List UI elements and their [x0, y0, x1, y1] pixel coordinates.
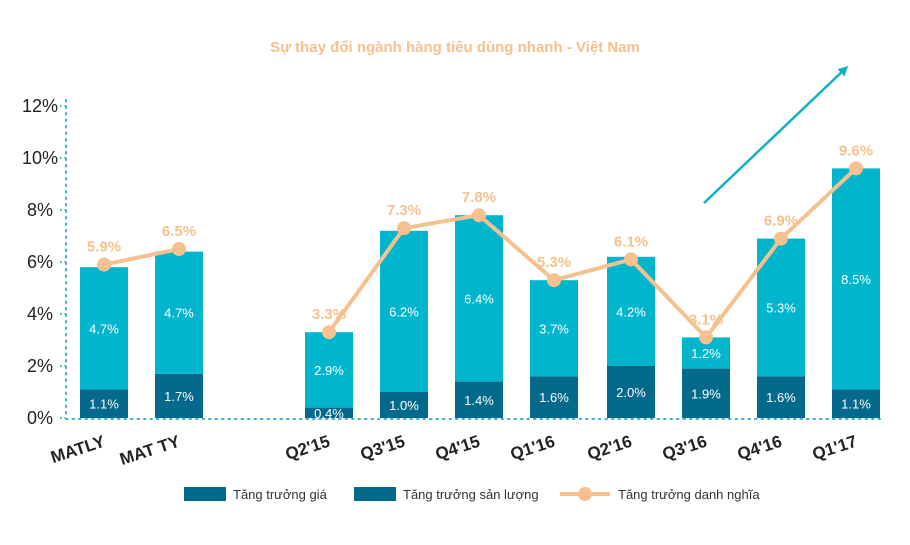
volume-label: 1.7% [164, 389, 194, 404]
price-label: 4.7% [164, 306, 194, 321]
bar-price [80, 267, 128, 390]
bar-volume [155, 373, 203, 418]
volume-label: 1.1% [89, 397, 119, 412]
nominal-line-annual [103, 247, 180, 267]
nominal-line [97, 161, 863, 345]
price-label: 8.5% [841, 272, 871, 287]
bar-price [530, 280, 578, 377]
bar-volume [455, 381, 503, 418]
price-label: 6.4% [464, 291, 494, 306]
x-tick-labels: MATLY MAT TY Q2'15 Q3'15 Q4'15 Q1'16 Q2'16 Q3'1… [48, 432, 859, 469]
nominal-point [397, 221, 411, 236]
bars [80, 168, 880, 418]
volume-label: 1.4% [464, 393, 494, 408]
nominal-label: 3.1% [689, 311, 723, 328]
bar-price [305, 332, 353, 408]
volume-label: 1.6% [539, 390, 569, 405]
legend-marker-nominal [578, 487, 592, 501]
chart-title: Sự thay đổi ngành hàng tiêu dùng nhanh -… [270, 39, 640, 56]
price-label: 5.3% [766, 301, 796, 316]
legend-swatch-price [184, 487, 226, 501]
legend-swatch-volume [354, 487, 396, 501]
legend-label-price: Tăng trưởng giá [233, 487, 328, 502]
x-tick-label: Q3'15 [358, 432, 407, 464]
axes: 0% 2% 4% 6% 8% 10% 12% [22, 96, 881, 428]
legend-label-nominal: Tăng trưởng danh nghĩa [618, 487, 760, 502]
data-labels: 1.1% 4.7% 1.7% 4.7% 0.4% 2.9% 1.0% 6.2% 1.4% 6.4%… [87, 142, 873, 420]
nominal-point [472, 208, 486, 223]
bar-price [380, 230, 428, 392]
volume-label: 1.9% [691, 386, 721, 401]
price-label: 1.2% [691, 346, 721, 361]
volume-label: 1.0% [389, 398, 419, 413]
bar-volume [530, 376, 578, 418]
price-label: 2.9% [314, 363, 344, 378]
x-tick-label: Q2'15 [283, 432, 332, 464]
price-label: 4.7% [89, 321, 119, 336]
nominal-label: 9.6% [839, 142, 873, 159]
bar-price [155, 251, 203, 374]
bar-price [455, 215, 503, 382]
nominal-point [624, 252, 638, 267]
x-tick-label: Q4'15 [433, 432, 482, 464]
nominal-point [322, 325, 336, 340]
nominal-label: 7.8% [462, 189, 496, 206]
nominal-label: 6.5% [162, 223, 196, 240]
nominal-point [699, 330, 713, 345]
nominal-point [97, 257, 111, 272]
legend: Tăng trưởng giá Tăng trưởng sản lượng Tăng… [184, 487, 760, 502]
bar-volume [832, 389, 880, 418]
volume-label: 1.1% [841, 397, 871, 412]
bar-volume [380, 392, 428, 418]
bar-volume [80, 389, 128, 418]
nominal-label: 7.3% [387, 202, 421, 219]
price-label: 4.2% [616, 304, 646, 319]
nominal-label: 6.9% [764, 213, 798, 230]
y-tick-label: 4% [27, 304, 53, 324]
price-label: 6.2% [389, 304, 419, 319]
volume-label: 2.0% [616, 385, 646, 400]
nominal-label: 3.3% [312, 306, 346, 323]
nominal-label: 5.9% [87, 239, 121, 256]
bar-volume [757, 376, 805, 418]
nominal-point [849, 161, 863, 176]
nominal-point [774, 231, 788, 246]
legend-label-volume: Tăng trưởng sản lượng [403, 487, 539, 502]
y-tick-label: 2% [27, 356, 53, 376]
y-tick-label: 8% [27, 200, 53, 220]
bar-volume [305, 407, 353, 418]
y-tick-label: 10% [22, 148, 58, 168]
trend-arrow-line [703, 65, 849, 204]
bar-price [832, 168, 880, 390]
x-tick-label: Q1'17 [810, 432, 859, 464]
bar-volume [607, 366, 655, 418]
x-tick-label: MAT TY [117, 432, 182, 469]
y-tick-label: 12% [22, 96, 58, 116]
volume-label: 1.6% [766, 390, 796, 405]
nominal-point [172, 242, 186, 256]
y-tick-label: 6% [27, 252, 53, 272]
y-tick-label: 0% [27, 408, 53, 428]
nominal-line-quarterly [327, 166, 858, 340]
x-tick-label: Q3'16 [660, 432, 709, 464]
nominal-point [547, 273, 561, 288]
nominal-label: 5.3% [537, 254, 571, 271]
price-label: 3.7% [539, 321, 569, 336]
bar-volume [682, 368, 730, 418]
x-tick-label: Q1'16 [508, 432, 557, 464]
volume-label: 0.4% [314, 406, 344, 421]
x-tick-label: Q2'16 [585, 432, 634, 464]
x-tick-label: MATLY [48, 432, 107, 467]
nominal-label: 6.1% [614, 233, 648, 250]
x-tick-label: Q4'16 [735, 432, 784, 464]
trend-arrow [703, 65, 849, 204]
